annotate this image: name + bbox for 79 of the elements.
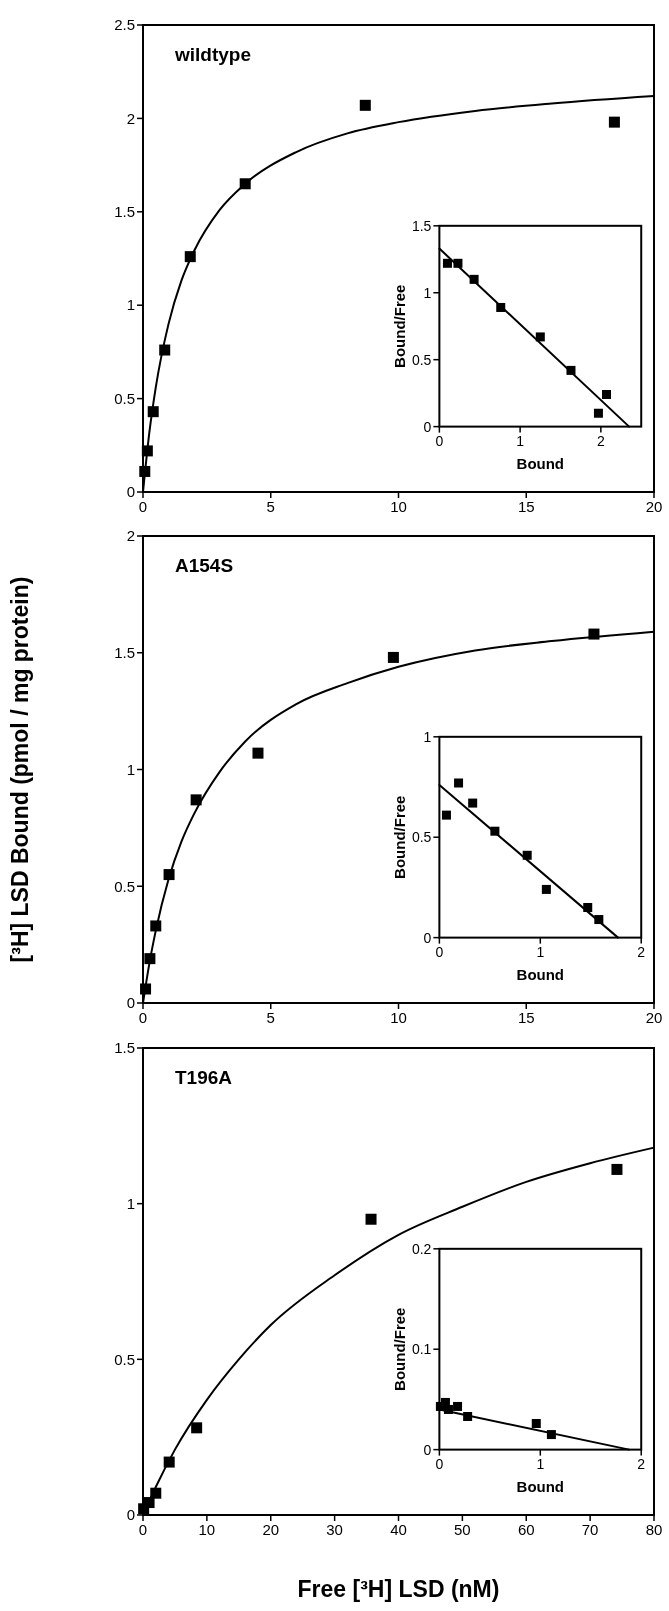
text: A154S [175,555,234,576]
y-tick-label: 0 [423,929,432,946]
point [365,1213,377,1225]
y-tick-label: 1.5 [114,203,135,221]
y-tick-label: 0 [126,994,135,1012]
x-tick-label: 2 [637,1455,646,1472]
x-tick-label: 5 [266,498,275,515]
point [593,408,603,418]
text: wildtype [174,44,252,65]
point [608,116,620,128]
y-tick-label: 0.5 [114,877,135,895]
point [535,332,545,342]
x-tick-label: 30 [326,1521,343,1538]
x-tick-label: 0 [138,1521,148,1538]
x-tick-label: 1 [536,943,545,960]
y-tick-label: 0.5 [114,389,135,407]
y-axis-title: Bound/Free [391,1307,409,1391]
y-tick-label: 0.5 [411,829,432,846]
text: T196A [175,1067,233,1088]
y-tick-label: 1.5 [114,1039,135,1057]
point [191,1422,203,1434]
x-tick-label: 10 [198,1521,216,1538]
y-tick-label: 1 [126,296,135,314]
y-tick-label: 0 [126,1506,135,1524]
x-tick-label: 40 [390,1521,407,1538]
y-axis-title: Bound/Free [391,795,409,879]
y-tick-label: 1.5 [411,217,432,234]
y-tick-label: 0 [423,418,432,435]
x-tick-label: 60 [517,1521,535,1538]
x-tick-label: 10 [390,1009,407,1026]
point [541,884,551,894]
x-axis-title: Free [³H] LSD (nM) [297,1576,500,1602]
x-tick-label: 15 [517,1009,535,1026]
point [252,747,264,759]
y-tick-label: 0 [423,1441,432,1458]
x-axis-title: Bound [516,1477,565,1495]
x-tick-label: 20 [262,1521,280,1538]
x-tick-label: 70 [581,1521,599,1538]
x-tick-label: 15 [517,498,535,515]
y-axis-title: Bound/Free [391,284,409,368]
x-tick-label: 0 [435,943,444,960]
y-tick-label: 1 [126,760,135,778]
point [359,99,371,111]
y-tick-label: 1 [423,728,432,745]
x-tick-label: 1 [516,432,525,449]
point [387,651,399,663]
point [602,389,612,399]
y-tick-label: 1.5 [114,644,135,661]
y-tick-label: 2 [126,527,135,545]
x-tick-label: 0 [435,432,444,449]
point [441,810,451,820]
y-tick-label: 0.5 [411,351,432,368]
y-tick-label: 0.2 [411,1240,432,1257]
y-tick-label: 2.5 [114,16,135,34]
y-tick-label: 2 [126,109,135,127]
x-tick-label: 5 [266,1009,275,1026]
x-tick-label: 2 [596,432,605,449]
x-tick-label: 2 [637,943,646,960]
x-tick-label: 50 [454,1521,471,1538]
point [468,798,478,808]
point [442,258,452,268]
x-tick-label: 80 [645,1521,663,1538]
x-tick-label: 1 [536,1455,545,1472]
y-tick-label: 0.1 [411,1341,432,1358]
x-tick-label: 20 [645,498,663,515]
x-tick-label: 0 [138,1009,148,1026]
x-tick-label: 20 [645,1009,663,1026]
x-tick-label: 0 [435,1455,444,1472]
point [454,778,464,788]
x-tick-label: 10 [390,498,407,515]
x-axis-title: Bound [516,454,565,472]
x-axis-title: Bound [516,965,565,983]
y-tick-label: 1 [126,1194,135,1212]
x-tick-label: 0 [138,498,148,515]
point [611,1163,623,1175]
y-tick-label: 0 [126,483,135,501]
y-tick-label: 1 [423,284,432,301]
y-axis-title: [³H] LSD Bound (pmol / mg protein) [7,576,33,963]
y-tick-label: 0.5 [114,1350,135,1368]
